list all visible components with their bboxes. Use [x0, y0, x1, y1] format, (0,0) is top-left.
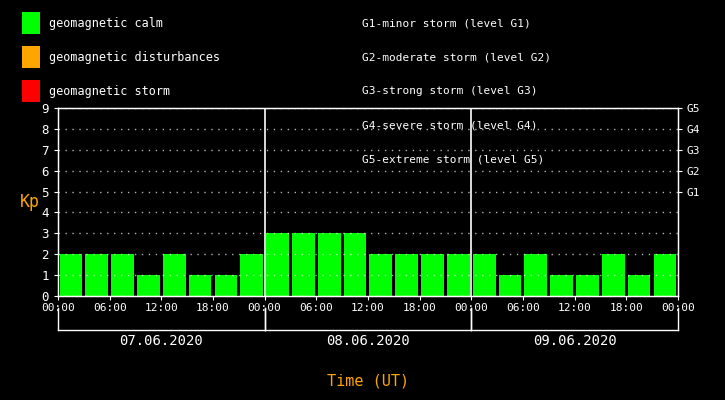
Bar — [215, 275, 237, 296]
Bar — [602, 254, 625, 296]
Text: 09.06.2020: 09.06.2020 — [533, 334, 616, 348]
Text: G4-severe storm (level G4): G4-severe storm (level G4) — [362, 120, 538, 130]
Bar — [447, 254, 470, 296]
Text: 08.06.2020: 08.06.2020 — [326, 334, 410, 348]
Text: G5-extreme storm (level G5): G5-extreme storm (level G5) — [362, 154, 544, 164]
Bar — [421, 254, 444, 296]
Bar — [59, 254, 82, 296]
Bar — [344, 233, 366, 296]
Bar — [524, 254, 547, 296]
Bar — [188, 275, 212, 296]
Bar — [163, 254, 186, 296]
Y-axis label: Kp: Kp — [20, 193, 41, 211]
Bar — [628, 275, 650, 296]
Text: Time (UT): Time (UT) — [327, 373, 409, 388]
Bar — [241, 254, 263, 296]
Text: G1-minor storm (level G1): G1-minor storm (level G1) — [362, 18, 531, 28]
Bar — [137, 275, 160, 296]
Text: geomagnetic calm: geomagnetic calm — [49, 16, 162, 30]
Bar — [395, 254, 418, 296]
Text: geomagnetic disturbances: geomagnetic disturbances — [49, 50, 220, 64]
Bar — [499, 275, 521, 296]
Text: G3-strong storm (level G3): G3-strong storm (level G3) — [362, 86, 538, 96]
Bar — [550, 275, 573, 296]
Text: G2-moderate storm (level G2): G2-moderate storm (level G2) — [362, 52, 552, 62]
Bar — [292, 233, 315, 296]
Bar — [473, 254, 495, 296]
Text: 07.06.2020: 07.06.2020 — [120, 334, 203, 348]
Bar — [654, 254, 676, 296]
Text: geomagnetic storm: geomagnetic storm — [49, 84, 170, 98]
Bar — [111, 254, 134, 296]
Bar — [318, 233, 341, 296]
Bar — [370, 254, 392, 296]
Bar — [576, 275, 599, 296]
Bar — [266, 233, 289, 296]
Bar — [86, 254, 108, 296]
